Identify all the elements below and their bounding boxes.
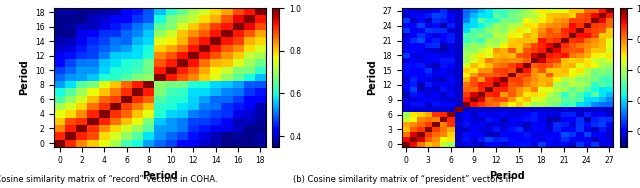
Text: (a) Cosine similarity matrix of “record” vectors in COHA.: (a) Cosine similarity matrix of “record”…	[0, 175, 218, 184]
X-axis label: Period: Period	[490, 171, 525, 181]
Y-axis label: Period: Period	[19, 60, 29, 96]
X-axis label: Period: Period	[142, 171, 178, 181]
Y-axis label: Period: Period	[367, 60, 377, 96]
Text: (b) Cosine similarity matrix of “president” vectors in: (b) Cosine similarity matrix of “preside…	[293, 175, 513, 184]
